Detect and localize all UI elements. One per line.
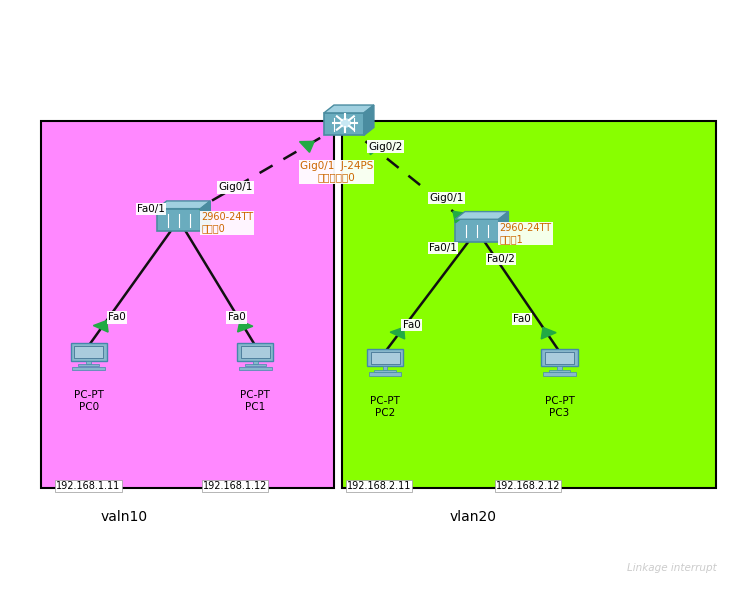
Polygon shape bbox=[300, 141, 314, 152]
FancyBboxPatch shape bbox=[71, 343, 107, 361]
Text: vlan20: vlan20 bbox=[450, 510, 496, 524]
Polygon shape bbox=[324, 105, 374, 113]
Polygon shape bbox=[391, 327, 405, 339]
Polygon shape bbox=[541, 327, 556, 339]
Text: Gig0/1: Gig0/1 bbox=[218, 183, 252, 192]
FancyBboxPatch shape bbox=[557, 366, 562, 369]
FancyBboxPatch shape bbox=[245, 363, 266, 366]
Text: Gig0/2: Gig0/2 bbox=[368, 142, 403, 151]
FancyBboxPatch shape bbox=[371, 352, 400, 364]
Text: Fa0: Fa0 bbox=[403, 320, 421, 330]
FancyBboxPatch shape bbox=[86, 361, 91, 363]
Text: Gig0/1: Gig0/1 bbox=[430, 193, 464, 203]
Text: Fa0: Fa0 bbox=[108, 313, 126, 322]
FancyBboxPatch shape bbox=[383, 366, 388, 369]
FancyBboxPatch shape bbox=[239, 366, 272, 370]
FancyBboxPatch shape bbox=[549, 369, 570, 372]
Text: Fa0/2: Fa0/2 bbox=[487, 254, 515, 264]
FancyBboxPatch shape bbox=[367, 349, 403, 366]
FancyBboxPatch shape bbox=[541, 349, 578, 366]
Text: PC-PT
PC0: PC-PT PC0 bbox=[74, 390, 104, 412]
Text: Fa0/1: Fa0/1 bbox=[137, 204, 165, 214]
Text: PC-PT
PC1: PC-PT PC1 bbox=[240, 390, 270, 412]
Circle shape bbox=[340, 119, 351, 127]
Text: PC-PT
PC2: PC-PT PC2 bbox=[370, 396, 400, 418]
FancyBboxPatch shape bbox=[41, 121, 334, 488]
FancyBboxPatch shape bbox=[369, 372, 402, 376]
FancyBboxPatch shape bbox=[324, 113, 364, 135]
FancyBboxPatch shape bbox=[545, 352, 574, 364]
Text: Fa0/1: Fa0/1 bbox=[429, 243, 457, 253]
Text: 192.168.2.11: 192.168.2.11 bbox=[347, 480, 412, 491]
Polygon shape bbox=[201, 201, 210, 231]
Text: 192.168.1.12: 192.168.1.12 bbox=[203, 480, 267, 491]
Text: 192.168.2.12: 192.168.2.12 bbox=[496, 480, 560, 491]
FancyBboxPatch shape bbox=[78, 363, 99, 366]
Polygon shape bbox=[237, 320, 253, 332]
FancyBboxPatch shape bbox=[74, 346, 103, 358]
Text: Linkage interrupt: Linkage interrupt bbox=[627, 563, 717, 573]
Text: Fa0: Fa0 bbox=[513, 314, 531, 324]
Polygon shape bbox=[364, 105, 374, 135]
FancyBboxPatch shape bbox=[253, 361, 258, 363]
FancyBboxPatch shape bbox=[72, 366, 105, 370]
FancyBboxPatch shape bbox=[375, 369, 396, 372]
Polygon shape bbox=[499, 212, 508, 242]
Text: 192.168.1.11: 192.168.1.11 bbox=[56, 480, 121, 491]
FancyBboxPatch shape bbox=[157, 209, 201, 231]
Text: valn10: valn10 bbox=[101, 510, 147, 524]
FancyBboxPatch shape bbox=[237, 343, 273, 361]
Text: Fa0: Fa0 bbox=[228, 313, 246, 322]
Polygon shape bbox=[368, 143, 382, 155]
Polygon shape bbox=[453, 212, 467, 223]
Text: Gig0/1  J-24PS
多层交换机0: Gig0/1 J-24PS 多层交换机0 bbox=[300, 161, 373, 183]
Polygon shape bbox=[157, 201, 210, 209]
Polygon shape bbox=[455, 212, 508, 219]
Text: PC-PT
PC3: PC-PT PC3 bbox=[544, 396, 575, 418]
FancyBboxPatch shape bbox=[543, 372, 576, 376]
FancyBboxPatch shape bbox=[241, 346, 270, 358]
Polygon shape bbox=[93, 320, 108, 332]
Text: 2960-24TT
交换机1: 2960-24TT 交换机1 bbox=[499, 223, 551, 244]
FancyBboxPatch shape bbox=[342, 121, 716, 488]
Text: 2960-24TT
交换机0: 2960-24TT 交换机0 bbox=[201, 212, 253, 233]
Polygon shape bbox=[194, 203, 209, 213]
FancyBboxPatch shape bbox=[455, 219, 499, 242]
